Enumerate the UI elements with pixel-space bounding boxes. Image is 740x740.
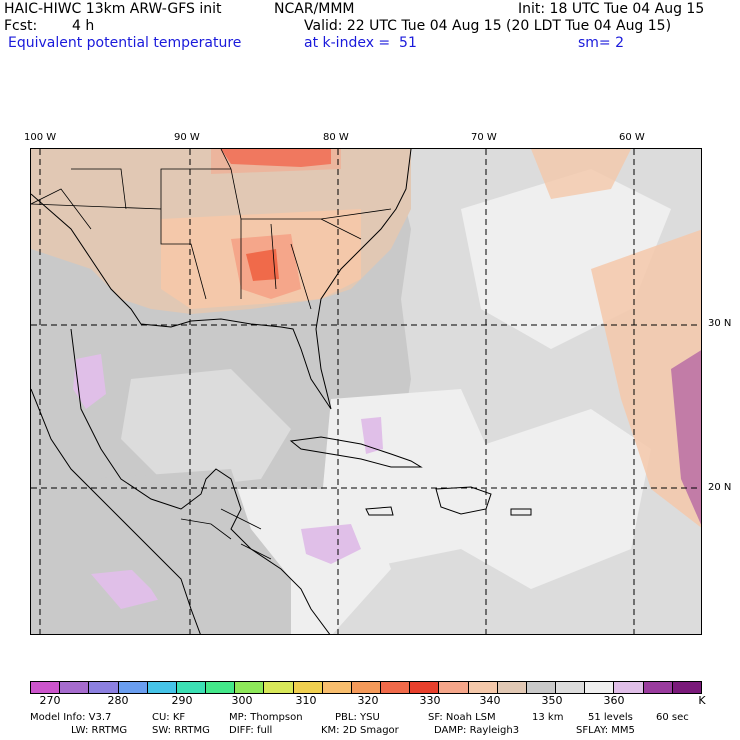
field-texas-lavender [73,354,106,409]
org-label: NCAR/MMM [274,1,355,17]
colorbar [30,681,702,694]
level-label: at k-index = 51 [304,35,417,51]
valid-time: Valid: 22 UTC Tue 04 Aug 15 (20 LDT Tue … [304,18,672,34]
smoothing-label: sm= 2 [578,35,625,51]
central-america-borders [180,508,272,560]
footer-damp: DAMP: Rayleigh3 [434,725,520,736]
footer-diff: DIFF: full [229,725,273,736]
jamaica-outline [365,506,394,516]
colorbar-tick-label: 270 [39,694,61,707]
colorbar-swatch [293,682,323,693]
colorbar-swatch [176,682,207,693]
field-northeast-peach [531,149,631,199]
lat-label-20n: 20 N [708,482,732,493]
footer-pbl: PBL: YSU [335,712,380,723]
footer-cu: CU: KF [152,712,186,723]
colorbar-swatch [206,682,236,693]
colorbar-swatch [381,682,411,693]
colorbar-tick-label: 360 [603,694,625,707]
colorbar-swatch [89,682,119,693]
forecast-label: Fcst: [4,18,38,34]
colorbar-swatch [497,682,527,693]
puerto-rico-outline [510,508,532,516]
footer-model-info: Model Info: V3.7 [30,712,112,723]
colorbar-swatch [118,682,148,693]
field-alabama-maxima [246,249,279,281]
us-mexico-border [31,188,92,230]
colorbar-swatch [526,682,557,693]
field-atlantic-pale-south [461,409,651,589]
colorbar-swatch [351,682,382,693]
field-bahamas-lavender [361,417,383,454]
lon-label-60w: 60 W [619,132,645,143]
footer-lw: LW: RRTMG [71,725,128,736]
footer-sflay: SFLAY: MM5 [576,725,635,736]
lon-label-70w: 70 W [471,132,497,143]
colorbar-swatch [643,682,673,693]
map-panel [30,148,702,635]
colorbar-tick-label: 300 [231,694,253,707]
colorbar-tick-label: 320 [357,694,379,707]
colorbar-swatch [264,682,294,693]
footer-sw: SW: RRTMG [152,725,210,736]
cuba-outline [289,436,423,468]
colorbar-tick-label: 330 [419,694,441,707]
footer-levels: 51 levels [588,712,633,723]
field-east-purple [671,350,701,525]
colorbar-swatch [147,682,177,693]
lon-label-100w: 100 W [24,132,57,143]
init-time: Init: 18 UTC Tue 04 Aug 15 [518,1,705,17]
colorbar-tick-label: 340 [479,694,501,707]
colorbar-swatch [439,682,469,693]
colorbar-tick-label: 350 [541,694,563,707]
colorbar-tick-label: 280 [107,694,129,707]
field-caribbean-lavender [301,524,361,564]
theta-e-map [31,149,701,634]
colorbar-swatch [556,682,586,693]
footer-sf: SF: Noah LSM [428,712,496,723]
colorbar-tick-label: 310 [295,694,317,707]
model-title: HAIC-HIWC 13km ARW-GFS init [4,1,222,17]
colorbar-swatch [235,682,265,693]
colorbar-swatch [31,682,61,693]
lat-label-30n: 30 N [708,318,732,329]
colorbar-tick-label: 290 [171,694,193,707]
field-north-salmon [211,149,341,174]
footer-mp: MP: Thompson [229,712,303,723]
field-gulf-light [121,369,291,489]
footer-res: 13 km [532,712,564,723]
forecast-hours: 4 h [72,18,95,34]
colorbar-swatch [322,682,352,693]
colorbar-tick-label: K [698,694,706,707]
colorbar-swatch [468,682,498,693]
mexico-coastline [70,328,331,634]
colorbar-swatch [585,682,615,693]
lon-label-80w: 80 W [323,132,349,143]
footer-km: KM: 2D Smagor [321,725,399,736]
state-borders [31,149,392,310]
footer-timestep: 60 sec [656,712,689,723]
colorbar-swatch [614,682,644,693]
colorbar-swatch [672,682,701,693]
pacific-coastline [31,388,201,634]
colorbar-swatch [60,682,90,693]
colorbar-swatch [410,682,440,693]
field-east-peach [591,229,701,528]
lon-label-90w: 90 W [174,132,200,143]
field-name: Equivalent potential temperature [8,35,242,51]
field-central-america [91,469,291,634]
gulf-coastline [31,149,412,410]
